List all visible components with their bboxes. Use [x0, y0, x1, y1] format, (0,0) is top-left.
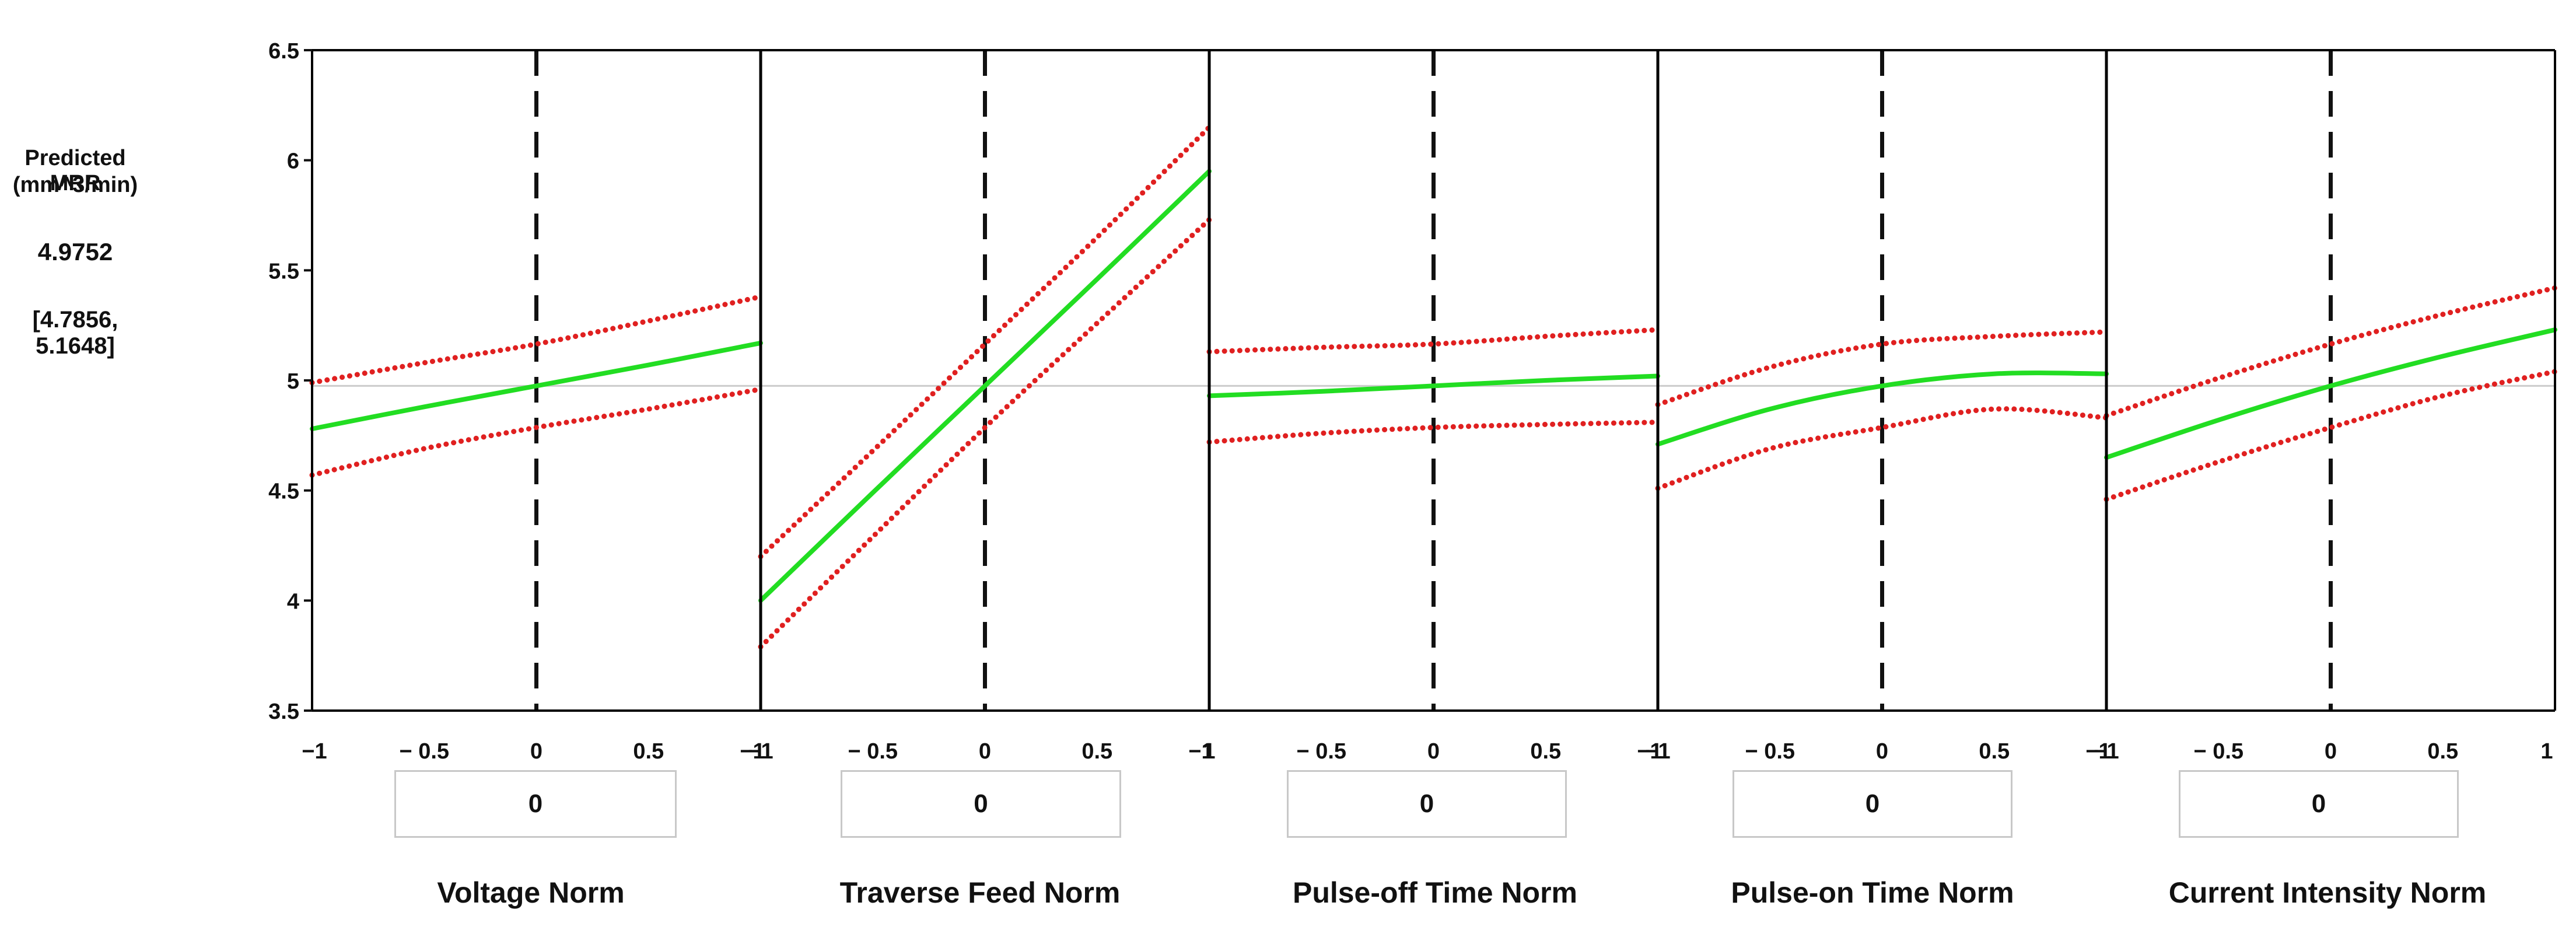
pulse-on-time-norm-x-tick-label: 0 — [1876, 739, 1888, 764]
y-tick-label: 6.5 — [268, 39, 299, 64]
voltage-norm-lower-bound-line — [309, 386, 764, 478]
voltage-norm-label: Voltage Norm — [437, 876, 625, 909]
y-tick-label: 6 — [287, 149, 299, 174]
voltage-norm-x-tick-label: −1 — [302, 739, 327, 764]
pulse-off-time-norm-x-tick-label: − 0.5 — [1296, 739, 1346, 764]
traverse-feed-norm-upper-bound-line — [758, 124, 1212, 560]
current-intensity-norm-x-tick-label: −1 — [2094, 739, 2119, 764]
voltage-norm-upper-bound-line — [309, 294, 764, 386]
y-tick-label: 4.5 — [268, 480, 299, 504]
current-intensity-norm-x-tick-label: 0.5 — [2427, 739, 2458, 764]
pulse-off-time-norm-value-input[interactable]: 0 — [1287, 770, 1567, 838]
response-confidence-interval: [4.7856, 5.1648] — [32, 307, 118, 359]
pulse-on-time-norm-x-tick-label: − 0.5 — [1745, 739, 1795, 764]
traverse-feed-norm-prediction-line — [758, 169, 1212, 603]
traverse-feed-norm-x-tick-label: 0.5 — [1082, 739, 1112, 764]
current-intensity-norm-lower-bound-line — [2104, 369, 2558, 502]
response-label-line2: (mm^3/min) — [12, 173, 138, 197]
current-intensity-norm-value-input[interactable]: 0 — [2179, 770, 2459, 838]
pulse-on-time-norm-x-tick-label: −1 — [1645, 739, 1670, 764]
traverse-feed-norm-x-tick-label: − 0.5 — [848, 739, 898, 764]
traverse-feed-norm-x-tick-label: −1 — [1188, 739, 1213, 764]
traverse-feed-norm-value-input[interactable]: 0 — [841, 770, 1121, 838]
response-label-line1: Predicted MRR — [24, 146, 126, 195]
voltage-norm-x-tick-label: 0.5 — [633, 739, 664, 764]
current-intensity-norm-x-tick-label: 1 — [2540, 739, 2553, 764]
pulse-off-time-norm-x-tick-label: 1 — [1203, 739, 1215, 764]
traverse-feed-norm-label: Traverse Feed Norm — [839, 876, 1121, 909]
current-intensity-norm-prediction-line — [2104, 327, 2557, 460]
pulse-on-time-norm-value-input[interactable]: 0 — [1732, 770, 2013, 838]
pulse-off-time-norm-x-tick-label: −1 — [1637, 739, 1662, 764]
pulse-on-time-norm-upper-bound-line — [1655, 329, 2109, 407]
y-tick-label: 5.5 — [268, 259, 299, 284]
pulse-on-time-norm-lower-bound-line — [1655, 406, 2109, 491]
current-intensity-norm-x-tick-label: 0 — [2325, 739, 2337, 764]
voltage-norm-x-tick-label: − 0.5 — [399, 739, 449, 764]
traverse-feed-norm-x-tick-label: 0 — [979, 739, 991, 764]
pulse-on-time-norm-x-tick-label: 0.5 — [1979, 739, 2010, 764]
traverse-feed-norm-x-tick-label: −1 — [748, 739, 773, 764]
y-tick-label: 4 — [287, 589, 299, 614]
pulse-on-time-norm-label: Pulse-on Time Norm — [1731, 876, 2014, 909]
y-tick-label: 5 — [287, 369, 299, 394]
pulse-off-time-norm-prediction-line — [1207, 373, 1660, 398]
pulse-off-time-norm-label: Pulse-off Time Norm — [1292, 876, 1578, 909]
pulse-off-time-norm-x-tick-label: 0 — [1427, 739, 1440, 764]
y-tick-label: 3.5 — [268, 700, 299, 724]
pulse-off-time-norm-x-tick-label: 0.5 — [1530, 739, 1561, 764]
current-intensity-norm-x-tick-label: − 0.5 — [2193, 739, 2244, 764]
pulse-off-time-norm-upper-bound-line — [1206, 327, 1661, 355]
current-intensity-norm-upper-bound-line — [2104, 285, 2558, 418]
current-intensity-norm-label: Current Intensity Norm — [2168, 876, 2487, 909]
voltage-norm-prediction-line — [310, 340, 763, 431]
voltage-norm-x-tick-label: 0 — [530, 739, 542, 764]
pulse-off-time-norm-lower-bound-line — [1206, 419, 1661, 445]
response-predicted-value: 4.9752 — [37, 238, 113, 265]
pulse-on-time-norm-x-tick-label: −1 — [2085, 739, 2110, 764]
voltage-norm-value-input[interactable]: 0 — [394, 770, 677, 838]
voltage-norm-x-tick-label: −1 — [740, 739, 765, 764]
traverse-feed-norm-lower-bound-line — [758, 217, 1212, 650]
pulse-on-time-norm-prediction-line — [1656, 370, 2109, 447]
